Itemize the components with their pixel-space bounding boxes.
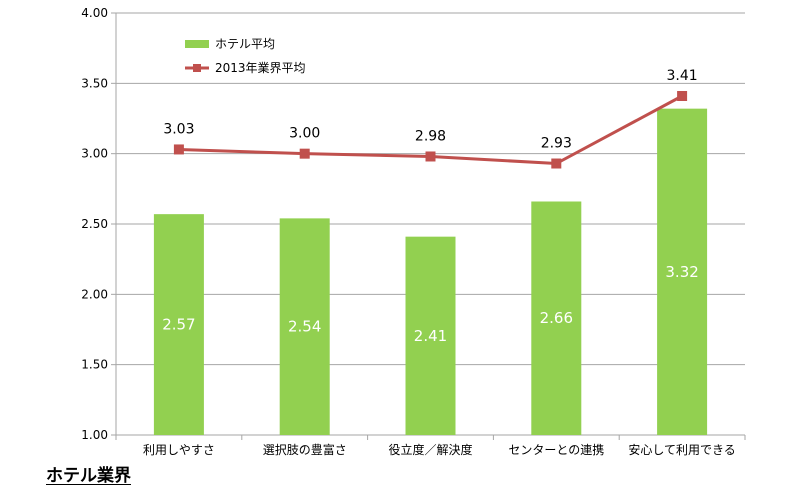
bar xyxy=(657,108,708,436)
line-value-label: 2.98 xyxy=(415,128,446,144)
y-tick-label: 1.50 xyxy=(81,358,108,372)
bar-value-label: 2.41 xyxy=(414,327,447,345)
legend-label-line: 2013年業界平均 xyxy=(215,61,306,75)
legend-label-bar: ホテル平均 xyxy=(215,37,275,51)
line-point-marker xyxy=(173,144,184,155)
x-category-label: 安心して利用できる xyxy=(628,442,735,457)
line-value-label: 3.03 xyxy=(163,121,194,137)
x-category-label: 選択肢の豊富さ xyxy=(263,442,347,457)
y-tick-label: 4.00 xyxy=(81,6,108,20)
line-value-label: 3.00 xyxy=(289,126,320,142)
bar-value-label: 2.57 xyxy=(162,316,195,334)
y-tick-label: 3.50 xyxy=(81,76,108,90)
legend-swatch-bar xyxy=(185,40,209,48)
line-point-marker xyxy=(425,151,436,162)
data-labels: 2.57 2.54 2.41 2.66 3.32 3.03 3.00 2.98 2.93 3.41 xyxy=(162,68,699,345)
bar-series xyxy=(153,108,708,436)
bar xyxy=(153,214,204,435)
axes: 1.00 1.50 2.00 2.50 3.00 3.50 4.00 利用しやすさ 選択肢の豊富… xyxy=(81,6,746,457)
x-category-label: センターとの連携 xyxy=(508,442,604,457)
line-point-marker xyxy=(299,148,310,159)
legend-swatch-marker xyxy=(193,64,201,72)
bar xyxy=(405,236,456,435)
y-tick-label: 1.00 xyxy=(81,428,108,442)
bar xyxy=(531,201,582,435)
line-value-label: 2.93 xyxy=(541,136,572,152)
bar-value-label: 2.66 xyxy=(540,309,573,327)
y-tick-label: 2.50 xyxy=(81,217,108,231)
bar xyxy=(279,218,330,435)
y-tick-label: 2.00 xyxy=(81,287,108,301)
x-category-label: 役立度／解決度 xyxy=(388,442,472,457)
line-value-label: 3.41 xyxy=(667,68,698,84)
page-caption: ホテル業界 xyxy=(46,466,131,486)
bar-value-label: 3.32 xyxy=(665,263,698,281)
bar-value-label: 2.54 xyxy=(288,318,321,336)
line-series xyxy=(173,90,688,169)
legend: ホテル平均 2013年業界平均 xyxy=(185,37,306,75)
line-point-marker xyxy=(677,90,688,101)
x-category-label: 利用しやすさ xyxy=(143,443,215,457)
line-point-marker xyxy=(551,158,562,169)
y-tick-label: 3.00 xyxy=(81,147,108,161)
